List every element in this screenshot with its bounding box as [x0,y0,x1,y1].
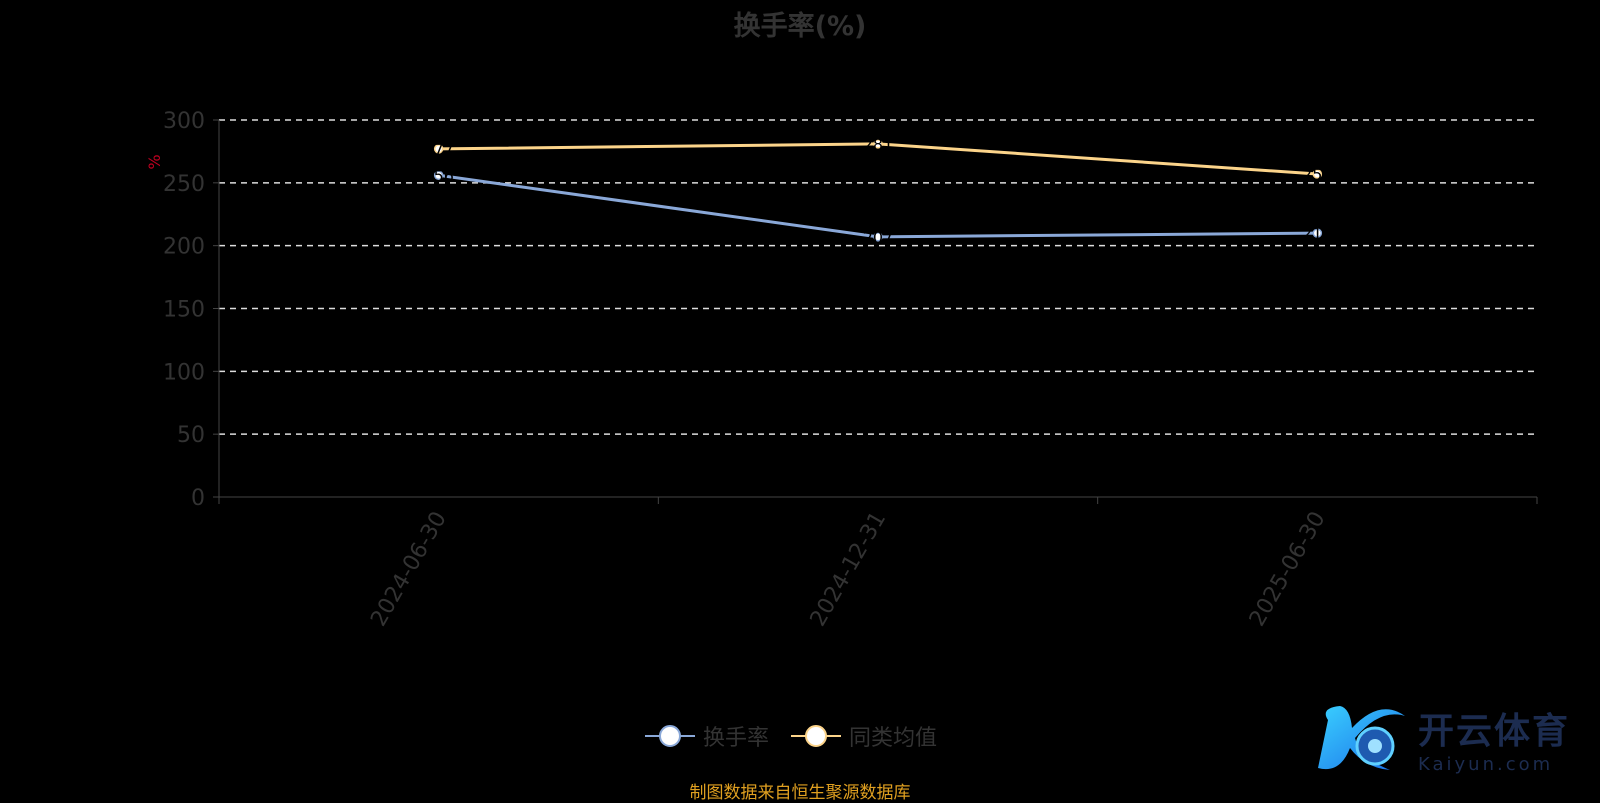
kaiyun-logo-icon [1318,706,1405,770]
data-point [433,170,444,181]
legend: 换手率 同类均值 [645,720,937,752]
legend-item-turnover[interactable]: 换手率 [645,720,769,752]
data-point [873,139,883,149]
y-tick-label: 100 [163,360,205,385]
y-tick-label: 200 [163,235,205,260]
legend-label-turnover: 换手率 [703,726,770,751]
y-tick-label: 50 [177,423,205,448]
y-tick-label: 150 [163,298,205,323]
source-footnote: 制图数据来自恒生聚源数据库 [689,783,911,803]
y-axis-label: % [145,154,164,169]
x-tick-label: 2024-06-30 [366,507,452,630]
y-tick-label: 300 [163,109,205,134]
legend-item-peer-average[interactable]: 同类均值 [791,720,937,752]
x-tick-label: 2024-12-31 [806,508,892,631]
legend-label-peer-average: 同类均值 [849,726,938,751]
watermark-en: Kaiyun.com [1418,753,1554,775]
data-label: 207 [863,228,894,247]
data-point [1312,169,1323,179]
x-tick-label: 2025-06-30 [1245,508,1331,631]
chart-title: 换手率(%) [733,11,867,42]
y-tick-label: 250 [163,172,205,197]
data-point [433,144,444,154]
data-label: 277 [423,140,454,159]
data-label: 256 [423,166,454,185]
y-tick-label: 0 [191,486,205,511]
data-label: 210 [1302,224,1333,243]
watermark-cn: 开云体育 [1418,710,1571,752]
kaiyun-watermark-logo: 开云体育 Kaiyun.com [1310,698,1570,778]
data-point [873,232,883,242]
legend-marker-peer-average [791,725,842,747]
legend-marker-turnover [645,725,695,747]
data-label: 257 [1302,165,1333,184]
data-point [1312,228,1323,238]
data-label: 281 [863,135,894,154]
